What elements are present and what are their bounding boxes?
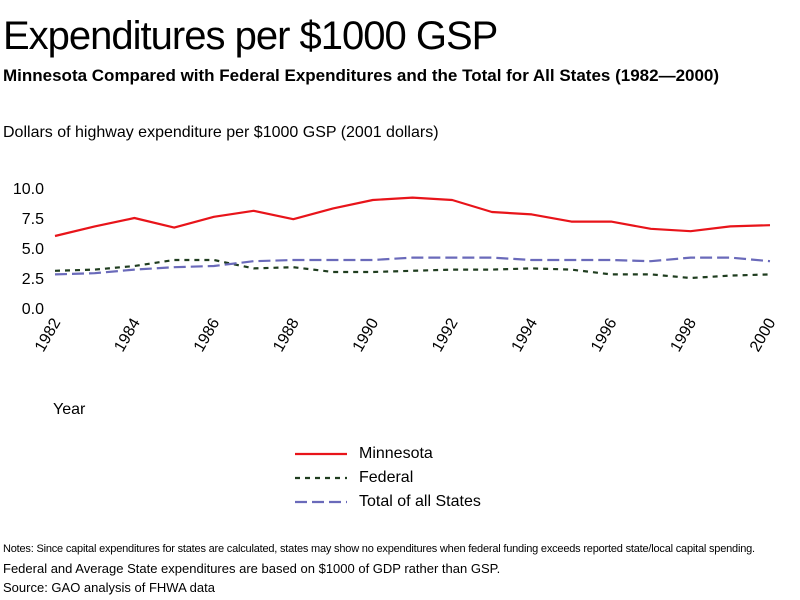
chart-legend: Minnesota Federal Total of all States (295, 442, 481, 514)
notes-gdp-line: Federal and Average State expenditures a… (3, 561, 501, 576)
x-tick-label: 1998 (668, 315, 701, 354)
series-lines (54, 196, 771, 280)
y-tick-label: 2.5 (22, 271, 44, 288)
legend-item-federal: Federal (295, 466, 481, 490)
y-tick-label: 7.5 (22, 211, 44, 228)
x-tick-label: 1982 (32, 315, 65, 354)
legend-swatch-minnesota (295, 452, 347, 456)
y-axis-tick-labels: 10.0 7.5 5.0 2.5 0.0 (13, 181, 44, 318)
x-tick-label: 1986 (191, 315, 224, 354)
series-line-total-of-all-states (54, 256, 771, 276)
y-tick-label: 10.0 (13, 181, 44, 198)
chart-title: Expenditures per $1000 GSP (3, 14, 498, 58)
x-axis-title: Year (53, 401, 86, 418)
x-tick-label: 1992 (429, 315, 462, 354)
legend-swatch-total-of-all-states (295, 500, 347, 504)
y-axis-unit-label: Dollars of highway expenditure per $1000… (3, 124, 439, 141)
series-line-minnesota (54, 196, 771, 238)
chart-subtitle: Minnesota Compared with Federal Expendit… (3, 66, 720, 85)
line-chart: 10.0 7.5 5.0 2.5 0.0 1982 1984 1986 1988 1990 199… (13, 181, 780, 418)
legend-item-total-of-all-states: Total of all States (295, 490, 481, 514)
legend-label-federal: Federal (359, 469, 414, 486)
legend-label-minnesota: Minnesota (359, 445, 433, 462)
legend-swatch-federal (295, 476, 347, 480)
legend-label-total-of-all-states: Total of all States (359, 493, 481, 510)
x-tick-label: 1984 (111, 315, 144, 354)
legend-item-minnesota: Minnesota (295, 442, 481, 466)
x-axis-tick-labels: 1982 1984 1986 1988 1990 1992 1994 1996 1998 2000 (32, 315, 780, 354)
x-tick-label: 1988 (270, 315, 303, 354)
x-tick-label: 1990 (350, 315, 383, 354)
notes-line: Notes: Since capital expenditures for st… (3, 543, 755, 555)
y-tick-label: 5.0 (22, 241, 44, 258)
source-line: Source: GAO analysis of FHWA data (3, 580, 215, 595)
x-tick-label: 1994 (509, 315, 542, 354)
x-tick-label: 2000 (747, 315, 780, 354)
x-tick-label: 1996 (588, 315, 621, 354)
y-tick-label: 0.0 (22, 301, 44, 318)
